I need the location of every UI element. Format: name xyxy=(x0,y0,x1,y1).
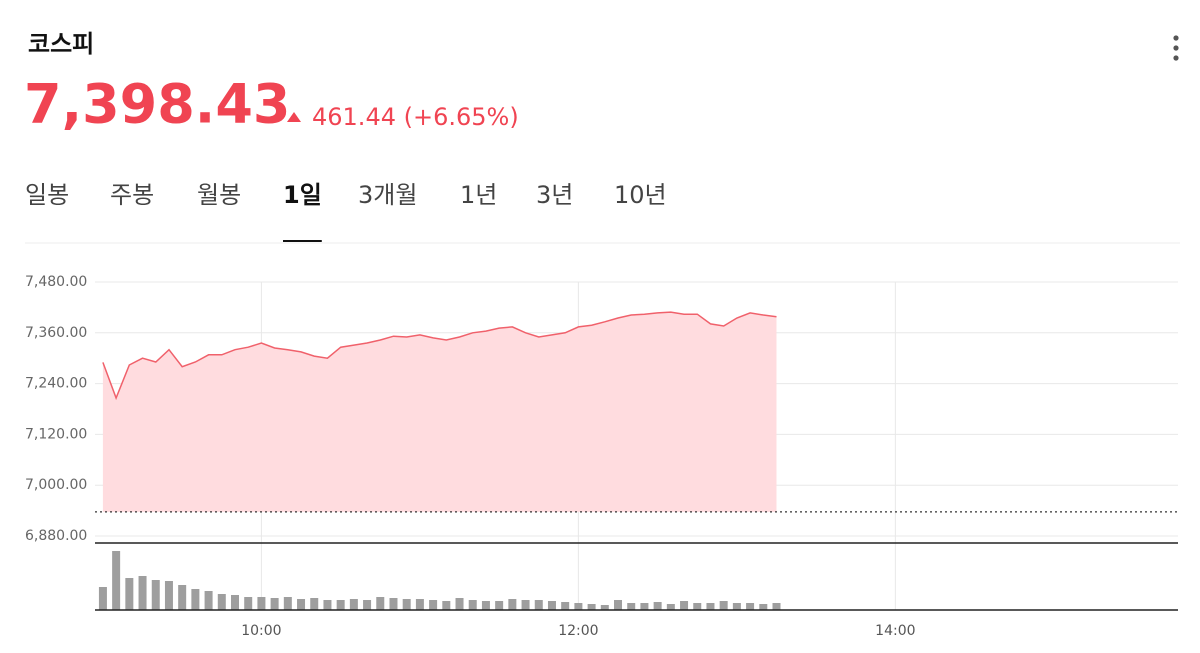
tab[interactable]: 3년 xyxy=(536,181,573,209)
volume-bar xyxy=(759,604,768,610)
volume-bar xyxy=(680,601,689,610)
volume-bar xyxy=(389,598,398,610)
menu-dot[interactable] xyxy=(1173,45,1179,51)
volume-bar xyxy=(508,599,517,610)
tab[interactable]: 월봉 xyxy=(197,181,241,209)
y-tick-label: 7,480.00 xyxy=(25,274,87,290)
volume-bar xyxy=(178,585,187,610)
volume-bar xyxy=(495,601,504,610)
tab[interactable]: 3개월 xyxy=(358,181,417,209)
volume-bar xyxy=(442,601,451,610)
volume-bar xyxy=(164,581,173,610)
volume-bar xyxy=(521,600,530,610)
volume-bar xyxy=(349,599,358,610)
menu-icon[interactable] xyxy=(1173,35,1179,61)
volume-bar xyxy=(429,600,438,610)
volume-bar xyxy=(151,580,160,610)
volume-bar xyxy=(402,599,411,610)
volume-bar xyxy=(614,600,623,610)
volume-bar xyxy=(627,603,636,610)
volume-bar xyxy=(415,599,424,610)
volume-bar xyxy=(283,597,292,610)
volume-bar xyxy=(693,603,702,610)
y-tick-label: 7,360.00 xyxy=(25,325,87,341)
volume-bar xyxy=(640,603,649,610)
volume-bar xyxy=(191,589,200,610)
volume-bar xyxy=(468,600,477,610)
volume-bar xyxy=(204,591,213,610)
x-tick-label: 14:00 xyxy=(875,623,915,639)
volume-bar xyxy=(376,597,385,610)
volume-bar xyxy=(561,602,570,610)
volume-bar xyxy=(719,601,728,610)
volume-bar xyxy=(297,599,306,610)
title: 코스피 xyxy=(28,30,94,58)
tab[interactable]: 1년 xyxy=(460,181,497,209)
price-area xyxy=(102,312,777,512)
volume-bar xyxy=(270,598,279,610)
volume-bar xyxy=(363,600,372,610)
volume-bar xyxy=(706,603,715,610)
x-tick-label: 10:00 xyxy=(241,623,281,639)
x-tick-label: 12:00 xyxy=(558,623,598,639)
y-tick-label: 7,120.00 xyxy=(25,426,87,442)
volume-bar xyxy=(587,604,596,610)
volume-bar xyxy=(310,598,319,610)
volume-bar xyxy=(230,595,239,610)
y-tick-label: 6,880.00 xyxy=(25,528,87,544)
volume-bar xyxy=(481,601,490,610)
volume-bar xyxy=(455,598,464,610)
volume-bar xyxy=(666,604,675,610)
tab[interactable]: 1일 xyxy=(283,181,322,209)
volume-bar xyxy=(746,603,755,610)
tab[interactable]: 10년 xyxy=(614,181,667,209)
tab[interactable]: 일봉 xyxy=(25,181,69,209)
menu-dot[interactable] xyxy=(1173,55,1179,61)
volume-bar xyxy=(244,597,253,610)
menu-dot[interactable] xyxy=(1173,35,1179,41)
volume-bar xyxy=(125,578,134,610)
volume-bar xyxy=(336,600,345,610)
volume-bar xyxy=(772,603,781,610)
price: 7,398.43 xyxy=(24,73,290,136)
volume-bar xyxy=(138,576,147,610)
plot: 7,480.00 7,360.00 7,240.00 7,120.00 7,000.00… xyxy=(25,274,1178,639)
volume-bar xyxy=(98,587,107,610)
volume-bar xyxy=(732,603,741,610)
volume-bar xyxy=(574,603,583,610)
volume-bar xyxy=(323,600,332,610)
y-tick-label: 7,240.00 xyxy=(25,376,87,392)
volume-bar xyxy=(217,594,226,610)
y-tick-label: 7,000.00 xyxy=(25,477,87,493)
volume-bar xyxy=(547,601,556,610)
volume-bar xyxy=(112,551,121,610)
volume-bar xyxy=(534,600,543,610)
price-line xyxy=(102,311,777,401)
tab[interactable]: 주봉 xyxy=(110,181,154,209)
up-arrow xyxy=(287,112,301,122)
volume-bar xyxy=(257,597,266,610)
volume-bar xyxy=(600,605,609,610)
change: 461.44 (+6.65%) xyxy=(312,103,519,131)
volume-bar xyxy=(653,602,662,610)
tabs: 일봉 주봉 월봉 1일 3개월 1년 3년 10년 xyxy=(25,181,667,242)
